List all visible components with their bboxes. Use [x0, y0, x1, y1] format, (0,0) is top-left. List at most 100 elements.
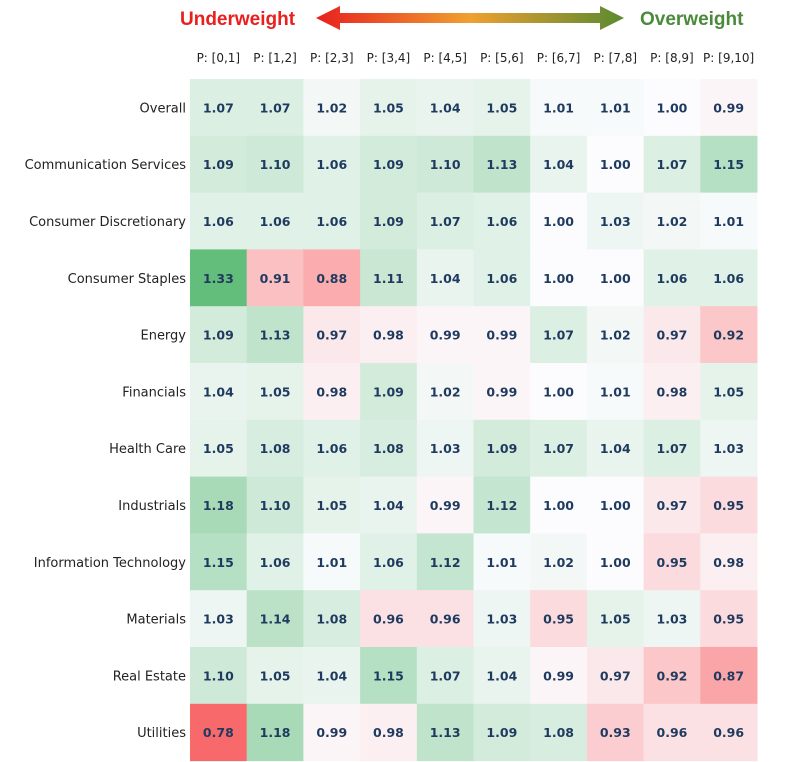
- row-label: Real Estate: [113, 669, 186, 684]
- heatmap-cell: [586, 249, 645, 307]
- heatmap-cell: [360, 306, 418, 364]
- heatmap-cell: [190, 476, 248, 534]
- cell-value-label: 1.10: [203, 668, 234, 683]
- heatmap-cell: [303, 79, 361, 137]
- cell-value-label: 0.96: [373, 612, 404, 627]
- cell-value-label: 1.00: [543, 384, 574, 399]
- heatmap-cell: [190, 306, 248, 364]
- cell-value-label: 1.05: [316, 498, 347, 513]
- cell-value-label: 1.00: [600, 271, 631, 286]
- cell-value-label: 1.09: [486, 441, 517, 456]
- cell-value-label: 1.18: [260, 725, 291, 740]
- cell-value-label: 0.98: [713, 555, 744, 570]
- heatmap-cell: [303, 135, 361, 194]
- heatmap-cell: [246, 306, 304, 364]
- heatmap-cell: [586, 79, 645, 137]
- row-label: Communication Services: [25, 158, 187, 173]
- heatmap-cell: [416, 306, 474, 364]
- heatmap-cell: [643, 306, 701, 364]
- heatmap-cell: [700, 363, 758, 421]
- cell-value-label: 1.06: [486, 214, 517, 229]
- cell-value-label: 1.08: [373, 441, 404, 456]
- heatmap-cell: [643, 590, 701, 648]
- row-label: Consumer Staples: [68, 272, 187, 287]
- cell-value-label: 1.05: [600, 612, 631, 627]
- row-label: Energy: [140, 329, 186, 344]
- heatmap-cell: [303, 703, 361, 762]
- heatmap-cell: [586, 647, 645, 705]
- cell-value-label: 1.13: [430, 725, 461, 740]
- cell-value-label: 0.88: [316, 271, 347, 286]
- cell-value-label: 0.99: [713, 100, 744, 115]
- heatmap-cell: [190, 590, 248, 648]
- heatmap-cell: [700, 647, 758, 705]
- heatmap-cell: [190, 363, 248, 421]
- heatmap-cell: [246, 363, 304, 421]
- heatmap-cell: [473, 476, 531, 534]
- heatmap-cell: [360, 135, 418, 194]
- column-label: P: [1,2]: [253, 51, 297, 65]
- heatmap-cell: [700, 306, 758, 364]
- heatmap-cell: [303, 192, 361, 250]
- heatmap-cell: [530, 476, 588, 534]
- cell-value-label: 1.05: [713, 384, 744, 399]
- heatmap-cell: [530, 135, 588, 194]
- heatmap-cell: [416, 135, 474, 194]
- cell-value-label: 1.08: [316, 612, 347, 627]
- cell-value-label: 0.95: [713, 498, 744, 513]
- heatmap-cell: [360, 363, 418, 421]
- cell-value-label: 1.01: [486, 555, 517, 570]
- cell-value-label: 0.95: [657, 555, 688, 570]
- heatmap-cell: [416, 533, 474, 591]
- cell-value-label: 1.05: [486, 100, 517, 115]
- heatmap-cell: [530, 533, 588, 591]
- cell-value-label: 0.98: [373, 725, 404, 740]
- heatmap-cell: [416, 647, 474, 705]
- legend-overweight-label: Overweight: [640, 9, 744, 30]
- heatmap-cell: [303, 363, 361, 421]
- heatmap-cell: [700, 590, 758, 648]
- cell-value-label: 1.13: [260, 328, 291, 343]
- cell-value-label: 1.09: [373, 214, 404, 229]
- heatmap-cell: [473, 590, 531, 648]
- heatmap-cell: [586, 363, 645, 421]
- column-label: P: [3,4]: [367, 51, 411, 65]
- cell-value-label: 0.99: [486, 384, 517, 399]
- cell-value-label: 0.99: [316, 725, 347, 740]
- heatmap-cell: [416, 363, 474, 421]
- cell-value-label: 1.01: [600, 384, 631, 399]
- cell-value-label: 0.78: [203, 725, 234, 740]
- cell-value-label: 1.00: [600, 555, 631, 570]
- cell-value-label: 1.06: [203, 214, 234, 229]
- column-label: P: [9,10]: [703, 51, 754, 65]
- cell-value-label: 1.15: [713, 157, 744, 172]
- heatmap-cell: [190, 419, 248, 478]
- heatmap-cell: [246, 590, 304, 648]
- cell-value-label: 1.02: [316, 100, 347, 115]
- cell-value-label: 1.07: [430, 214, 461, 229]
- cell-value-label: 1.07: [260, 100, 291, 115]
- heatmap-cell: [586, 703, 645, 762]
- cell-value-label: 1.08: [260, 441, 291, 456]
- heatmap-cell: [530, 647, 588, 705]
- heatmap-cell: [700, 79, 758, 137]
- heatmap-cell: [643, 135, 701, 194]
- heatmap-cell: [190, 647, 248, 705]
- row-label: Overall: [140, 101, 186, 116]
- heatmap-cell: [473, 647, 531, 705]
- heatmap-cell: [416, 249, 474, 307]
- heatmap-cell: [416, 192, 474, 250]
- heatmap-cell: [303, 533, 361, 591]
- heatmap-cell: [246, 192, 304, 250]
- row-label: Utilities: [137, 726, 186, 741]
- heatmap-cell: [473, 306, 531, 364]
- heatmap-cell: [246, 703, 304, 762]
- heatmap-cell: [530, 79, 588, 137]
- cell-value-label: 1.03: [657, 612, 688, 627]
- heatmap-cell: [473, 249, 531, 307]
- heatmap-cell: [360, 647, 418, 705]
- heatmap-cell: [416, 419, 474, 478]
- cell-value-label: 1.33: [203, 271, 234, 286]
- row-label: Materials: [126, 613, 186, 628]
- heatmap-cell: [246, 533, 304, 591]
